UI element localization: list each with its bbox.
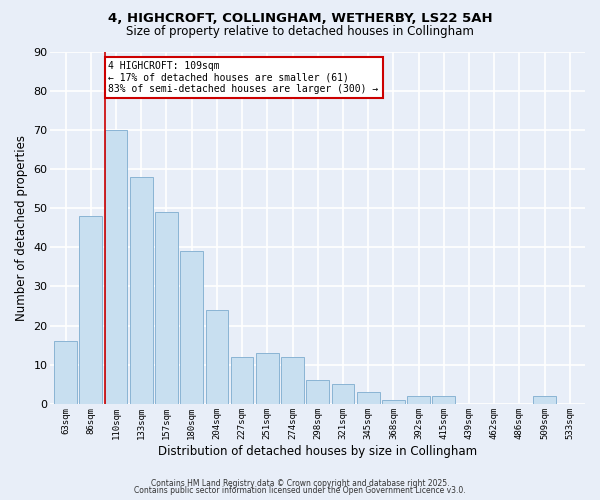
X-axis label: Distribution of detached houses by size in Collingham: Distribution of detached houses by size … [158, 444, 477, 458]
Bar [231, 357, 253, 404]
Bar [206, 310, 228, 404]
Y-axis label: Number of detached properties: Number of detached properties [15, 134, 28, 320]
Bar [533, 396, 556, 404]
Text: 4, HIGHCROFT, COLLINGHAM, WETHERBY, LS22 5AH: 4, HIGHCROFT, COLLINGHAM, WETHERBY, LS22… [107, 12, 493, 26]
Bar [382, 400, 405, 404]
Bar [79, 216, 102, 404]
Bar [130, 177, 152, 404]
Bar [332, 384, 354, 404]
Bar [256, 353, 278, 404]
Bar [155, 212, 178, 404]
Bar [407, 396, 430, 404]
Bar [357, 392, 380, 404]
Bar [433, 396, 455, 404]
Text: 4 HIGHCROFT: 109sqm
← 17% of detached houses are smaller (61)
83% of semi-detach: 4 HIGHCROFT: 109sqm ← 17% of detached ho… [109, 62, 379, 94]
Text: Size of property relative to detached houses in Collingham: Size of property relative to detached ho… [126, 25, 474, 38]
Text: Contains public sector information licensed under the Open Government Licence v3: Contains public sector information licen… [134, 486, 466, 495]
Text: Contains HM Land Registry data © Crown copyright and database right 2025.: Contains HM Land Registry data © Crown c… [151, 478, 449, 488]
Bar [54, 342, 77, 404]
Bar [104, 130, 127, 404]
Bar [281, 357, 304, 404]
Bar [181, 251, 203, 404]
Bar [307, 380, 329, 404]
